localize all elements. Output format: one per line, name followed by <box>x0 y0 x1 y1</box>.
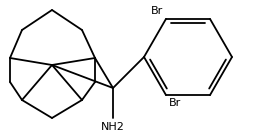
Text: Br: Br <box>151 6 163 16</box>
Text: Br: Br <box>169 98 181 108</box>
Text: NH2: NH2 <box>101 122 125 132</box>
